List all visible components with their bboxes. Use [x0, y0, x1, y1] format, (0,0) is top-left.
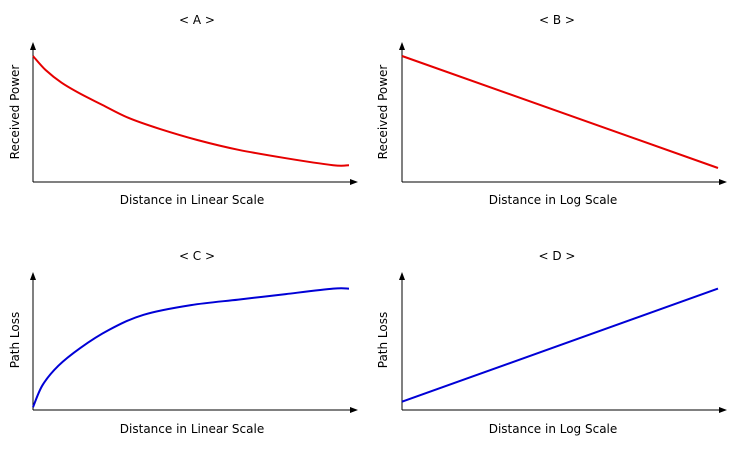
- panel-a-ylabel: Received Power: [8, 65, 22, 160]
- panel-a-title: < A >: [179, 13, 215, 27]
- panel-d-title: < D >: [539, 249, 576, 263]
- panel-d-y-arrow: [399, 272, 405, 280]
- panel-d-xlabel: Distance in Log Scale: [489, 422, 618, 436]
- panel-c: < C > Path Loss Distance in Linear Scale: [8, 249, 358, 436]
- panel-a-series-line: [32, 55, 350, 167]
- panel-d: < D > Path Loss Distance in Log Scale: [376, 249, 727, 436]
- panel-a-x-arrow: [350, 179, 358, 185]
- panel-c-title: < C >: [179, 249, 215, 263]
- panel-a: < A > Received Power Distance in Linear …: [8, 13, 358, 207]
- panel-b-x-arrow: [719, 179, 727, 185]
- panel-c-ylabel: Path Loss: [8, 312, 22, 369]
- panel-c-xlabel: Distance in Linear Scale: [120, 422, 264, 436]
- panel-b-series-line: [401, 55, 719, 169]
- panel-a-xlabel: Distance in Linear Scale: [120, 193, 264, 207]
- panel-d-x-arrow: [719, 407, 727, 413]
- panel-b-xlabel: Distance in Log Scale: [489, 193, 618, 207]
- panel-b-title: < B >: [539, 13, 575, 27]
- panel-c-x-arrow: [350, 407, 358, 413]
- panel-b-y-arrow: [399, 42, 405, 50]
- panel-d-series-line: [401, 287, 719, 403]
- panel-d-ylabel: Path Loss: [376, 312, 390, 369]
- panel-c-y-arrow: [30, 272, 36, 280]
- panel-b: < B > Received Power Distance in Log Sca…: [376, 13, 727, 207]
- panel-b-ylabel: Received Power: [376, 65, 390, 160]
- panel-c-series-line: [32, 287, 350, 408]
- panel-a-y-arrow: [30, 42, 36, 50]
